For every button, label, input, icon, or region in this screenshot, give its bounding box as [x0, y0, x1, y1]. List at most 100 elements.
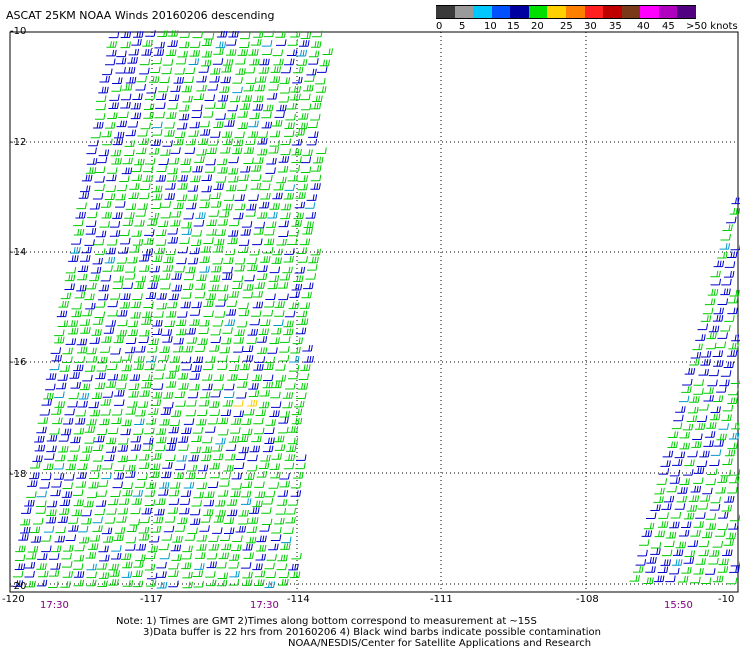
wind-barb [274, 310, 285, 317]
wind-barb [261, 39, 273, 47]
wind-barb [73, 554, 85, 562]
wind-barb [261, 111, 272, 119]
lat-label-neg16: -16 [10, 357, 27, 368]
wind-barb [721, 504, 733, 512]
wind-barb [68, 255, 79, 262]
wind-barb [110, 490, 121, 497]
wind-barb [259, 524, 270, 532]
wind-barb [217, 219, 228, 226]
wind-barb [216, 579, 228, 587]
wind-barb [165, 372, 177, 379]
wind-barb [278, 230, 289, 238]
wind-barb [245, 138, 256, 145]
wind-barb [712, 395, 724, 402]
wind-barb [256, 76, 267, 83]
wind-barb [94, 184, 105, 191]
wind-barb [258, 67, 270, 74]
wind-barb [132, 93, 143, 101]
wind-barb [702, 487, 713, 495]
wind-barb [315, 86, 327, 93]
wind-barb [217, 572, 229, 580]
wind-barb [254, 282, 266, 289]
wind-barb [689, 358, 700, 366]
wind-barb [717, 251, 728, 259]
wind-barb [274, 111, 285, 118]
wind-barb [60, 581, 71, 588]
wind-barb [106, 41, 117, 48]
wind-barb [120, 41, 131, 49]
wind-barb [86, 355, 98, 363]
wind-barb [189, 508, 201, 516]
wind-barb [695, 512, 706, 519]
wind-barb [117, 507, 129, 515]
wind-barb [63, 545, 74, 552]
wind-barb [81, 309, 93, 317]
wind-barb [291, 220, 302, 227]
wind-barb [713, 360, 724, 367]
wind-barb [239, 363, 251, 371]
wind-barb [116, 382, 127, 390]
wind-barb [208, 543, 220, 551]
wind-barb [298, 113, 309, 120]
wind-barb [233, 337, 244, 344]
wind-barb [283, 320, 294, 328]
wind-barb [293, 275, 304, 283]
wind-barb [228, 579, 240, 586]
wind-barb [171, 273, 182, 280]
wind-barb [113, 472, 125, 480]
wind-barb [202, 110, 214, 118]
wind-barb [658, 468, 670, 475]
lon-label-neg10x: -10 [718, 594, 735, 605]
wind-barb [300, 32, 312, 40]
wind-barb [73, 571, 85, 578]
wind-barb [300, 103, 312, 111]
wind-barb [254, 491, 266, 498]
wind-barb [217, 363, 228, 370]
wind-barb [24, 561, 36, 569]
wind-barb [671, 559, 683, 566]
wind-barb [196, 544, 207, 551]
wind-barb [294, 400, 305, 408]
wind-barb [720, 233, 731, 241]
wind-barb [50, 562, 61, 570]
wind-barb [726, 350, 738, 357]
wind-barb [162, 336, 173, 343]
wind-barb [120, 293, 131, 300]
wind-barb [707, 379, 718, 387]
wind-barb [37, 553, 48, 560]
wind-barb [312, 30, 323, 38]
wind-barb [30, 461, 41, 469]
wind-barb [73, 579, 85, 587]
wind-barb [250, 165, 262, 172]
wind-barb [279, 472, 290, 480]
legend-label-2: 10 [484, 21, 497, 32]
wind-barb [174, 67, 186, 75]
wind-barb [95, 230, 107, 238]
wind-barb [119, 301, 131, 309]
wind-barb [68, 525, 79, 532]
wind-barb [174, 265, 186, 273]
wind-barb [134, 355, 145, 363]
wind-barb [253, 228, 264, 235]
wind-barb [271, 327, 282, 335]
wind-barb [712, 315, 724, 322]
wind-barb [696, 460, 708, 468]
wind-barb [85, 227, 97, 235]
wind-barb [723, 496, 735, 503]
wind-barb [145, 292, 157, 300]
wind-barb [67, 327, 79, 335]
wind-barb [709, 503, 721, 511]
wind-barb [710, 406, 721, 413]
wind-barb [224, 319, 236, 326]
wind-barb [727, 388, 739, 396]
wind-barb [169, 482, 181, 489]
wind-barb [125, 471, 136, 478]
wind-barb [127, 120, 139, 128]
wind-barb [220, 543, 232, 551]
wind-barb [181, 552, 192, 560]
wind-barb [213, 121, 224, 128]
wind-barb [65, 463, 77, 471]
wind-barb [144, 229, 155, 236]
wind-barb [226, 39, 237, 46]
wind-barb [125, 76, 137, 84]
